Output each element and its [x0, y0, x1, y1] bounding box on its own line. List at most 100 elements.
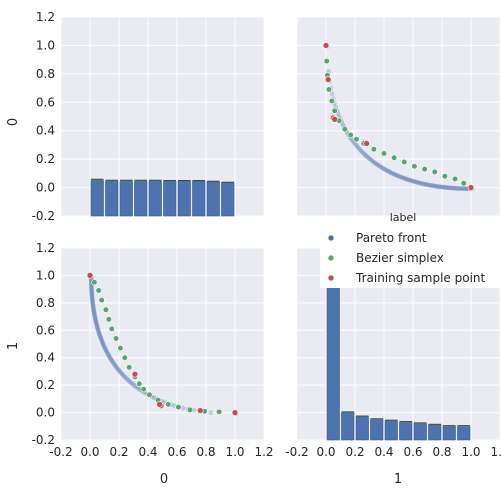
bezier-point: [121, 354, 128, 361]
bezier-point: [380, 150, 388, 157]
pareto-point: [107, 354, 112, 360]
legend-marker: [327, 234, 335, 242]
pareto-point: [89, 286, 94, 292]
pareto-point: [93, 319, 99, 325]
pareto-point: [369, 158, 375, 164]
pareto-point: [89, 295, 95, 301]
y-axis-label-1: 1: [6, 342, 21, 350]
x-tick-label: 0.2: [109, 445, 128, 459]
y-tick-label: 0.8: [36, 296, 55, 310]
pareto-point: [406, 177, 412, 183]
hist-bar-sample: [163, 180, 176, 181]
pareto-point: [101, 342, 107, 348]
panel-scatter-1-vs-0: [296, 16, 501, 217]
pareto-point: [437, 184, 442, 190]
sample-series: [86, 272, 239, 416]
pareto-point: [107, 355, 113, 361]
pareto-point: [91, 310, 97, 316]
pareto-point: [397, 174, 403, 179]
hist-bar-sample: [207, 180, 220, 182]
pareto-point: [455, 185, 461, 191]
pareto-point: [103, 347, 109, 353]
pareto-point: [358, 148, 364, 154]
hist-bar-sample: [134, 179, 147, 181]
pareto-point: [180, 405, 186, 411]
hist-bar-sample: [178, 180, 191, 181]
hist-bar-pareto: [119, 180, 133, 217]
pareto-point: [136, 386, 142, 392]
pareto-point: [393, 172, 399, 178]
hist-bar-pareto: [206, 181, 220, 217]
y-tick-label: 1.2: [36, 241, 55, 255]
pareto-point: [103, 348, 109, 354]
pareto-point: [98, 335, 104, 341]
pareto-point: [451, 185, 457, 191]
pareto-point: [409, 178, 415, 184]
legend-marker: [327, 274, 335, 282]
pareto-point: [396, 173, 401, 179]
pareto-point: [89, 284, 94, 290]
hist-bar-bezier: [414, 422, 427, 424]
pareto-point: [422, 181, 428, 187]
pareto-point: [89, 285, 94, 291]
pareto-point: [97, 332, 103, 338]
pareto-point: [92, 315, 98, 321]
y-tick-label: 1.2: [36, 10, 55, 24]
y-tick-label: 0.6: [36, 323, 55, 337]
pareto-point: [91, 307, 97, 313]
hist-bar-sample: [105, 179, 118, 181]
x-tick-label: 0.4: [374, 445, 393, 459]
pareto-point: [410, 178, 416, 184]
x-tick-label: 1.2: [254, 445, 273, 459]
pareto-point: [357, 147, 363, 152]
pareto-point: [421, 181, 427, 187]
legend-background: [320, 226, 501, 288]
pareto-point: [89, 293, 95, 299]
pareto-point: [368, 157, 374, 163]
x-tick-label: 0.4: [138, 445, 157, 459]
pareto-point: [439, 184, 445, 190]
pareto-point: [90, 300, 96, 306]
pareto-point: [108, 356, 114, 362]
pareto-point: [355, 144, 360, 150]
pareto-point: [112, 362, 117, 368]
y-tick-label: -0.2: [32, 209, 55, 223]
pareto-point: [89, 287, 94, 293]
pareto-point: [414, 179, 420, 185]
pareto-point: [435, 184, 441, 189]
pareto-point: [377, 164, 383, 170]
pareto-point: [89, 290, 95, 296]
bezier-point: [411, 163, 418, 170]
pareto-point: [91, 308, 97, 314]
legend-label: Training sample point: [355, 271, 486, 285]
pareto-point: [373, 160, 378, 166]
pareto-point: [367, 156, 372, 162]
bezier-point: [347, 131, 354, 139]
pareto-point: [340, 122, 346, 128]
pareto-point: [370, 159, 376, 164]
hist-bar-sample: [385, 419, 398, 421]
hist-bar-pareto: [105, 180, 119, 217]
x-tick-label: -0.2: [49, 445, 72, 459]
pareto-point: [384, 167, 389, 173]
pareto-point: [91, 311, 97, 317]
hist-bar-bezier: [149, 180, 162, 182]
pareto-point: [100, 340, 106, 346]
sample-point: [86, 272, 94, 279]
pareto-point: [106, 353, 112, 358]
hist-bar-bezier: [385, 420, 398, 421]
pareto-point: [131, 382, 137, 388]
hist-bar-sample: [91, 178, 104, 180]
pareto-point: [109, 357, 114, 363]
y-tick-label: 1.0: [36, 268, 55, 282]
pareto-point: [91, 309, 97, 315]
pareto-point: [429, 183, 435, 189]
hist-bar-sample: [356, 415, 369, 417]
pareto-point: [91, 306, 96, 312]
hist-bar-pareto: [355, 416, 369, 441]
hist-bar-pareto: [134, 180, 148, 217]
hist-bar-pareto: [413, 423, 427, 441]
pareto-point: [115, 366, 121, 372]
hist-bar-pareto: [192, 180, 206, 217]
y-tick-label: 0.6: [36, 95, 55, 109]
